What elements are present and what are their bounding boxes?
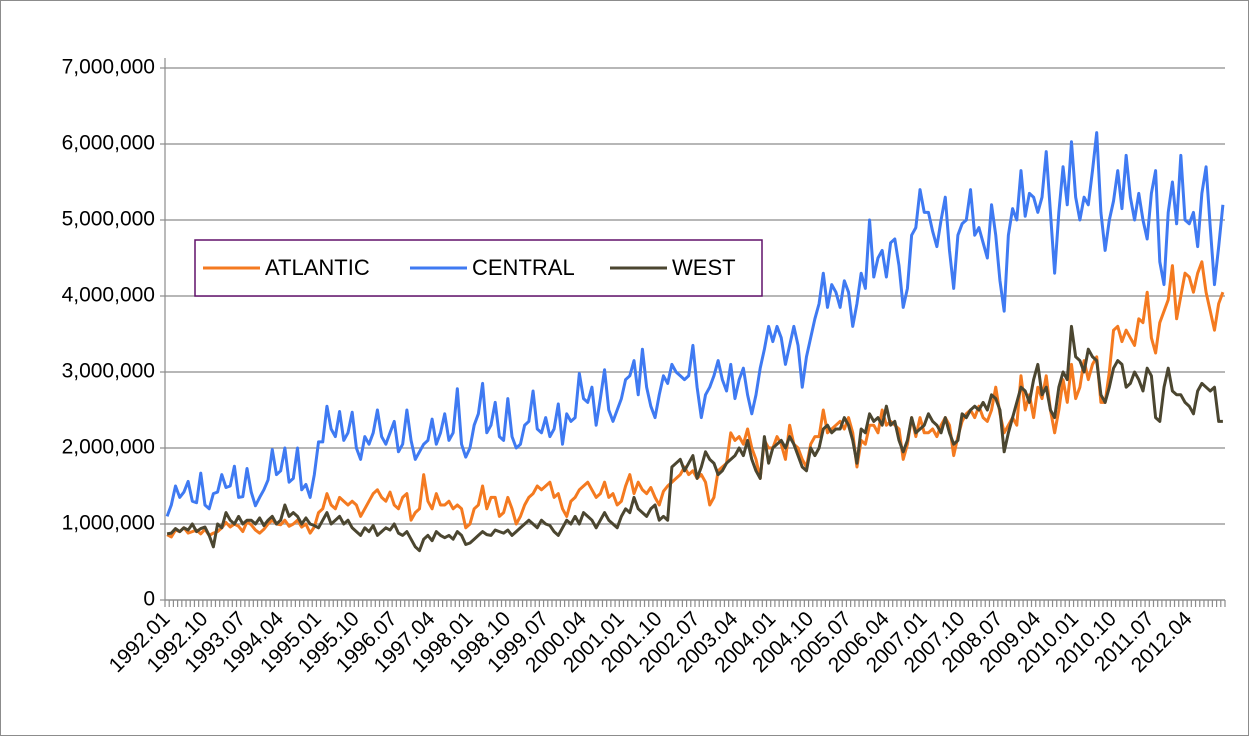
y-tick-label: 0: [143, 588, 155, 611]
y-tick-label: 7,000,000: [62, 56, 155, 79]
y-tick-label: 5,000,000: [62, 208, 155, 231]
y-tick-label: 3,000,000: [62, 360, 155, 383]
legend-label: ATLANTIC: [265, 255, 370, 280]
legend-box: [194, 239, 763, 297]
series-line: [165, 131, 1225, 517]
series-line: [166, 324, 1223, 553]
y-tick-label: 2,000,000: [62, 436, 155, 459]
legend: ATLANTIC CENTRAL WEST: [194, 239, 763, 297]
y-tick-label: 6,000,000: [62, 132, 155, 155]
y-tick-label: 4,000,000: [62, 284, 155, 307]
legend-label: WEST: [672, 255, 736, 280]
y-tick-label: 1,000,000: [62, 512, 155, 535]
legend-label: CENTRAL: [472, 255, 575, 280]
